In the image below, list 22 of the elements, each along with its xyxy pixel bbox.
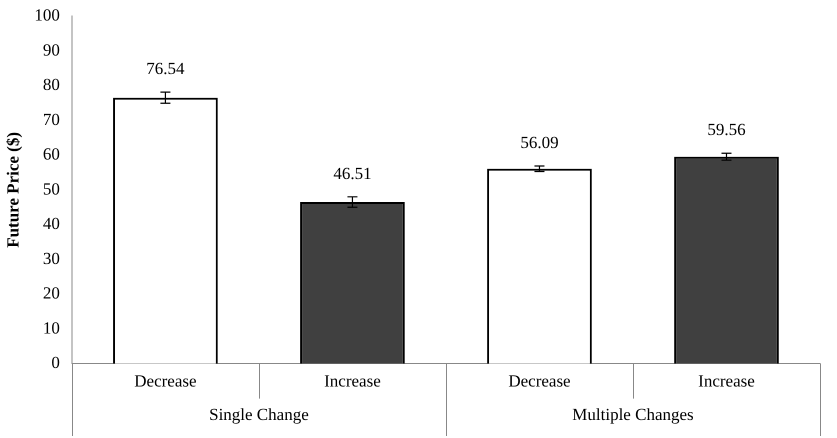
x-tick-label: Decrease	[508, 371, 571, 390]
y-tick-label: 50	[42, 179, 60, 198]
x-tick-label: Decrease	[134, 371, 197, 390]
y-axis-title: Future Price ($)	[4, 132, 23, 248]
y-tick-label: 80	[42, 75, 60, 94]
y-tick-label: 100	[34, 6, 60, 25]
data-label: 46.51	[333, 164, 372, 183]
text: Single Change	[209, 405, 309, 424]
y-tick-label: 70	[42, 110, 60, 129]
data-label: 59.56	[707, 120, 746, 140]
y-tick-label: 10	[42, 318, 60, 338]
y-tick-label: 30	[42, 248, 60, 268]
data-label: 76.54	[146, 59, 186, 78]
y-tick-label: 20	[42, 284, 60, 303]
y-tick-label: 60	[42, 144, 60, 164]
x-tick-label: Increase	[324, 371, 381, 390]
y-tick-label: 40	[42, 214, 60, 234]
data-label: 56.09	[520, 132, 559, 152]
x-tick-label: Increase	[698, 371, 755, 390]
y-tick-label: 0	[51, 353, 60, 372]
text: Multiple Changes	[572, 405, 694, 424]
y-tick-label: 90	[42, 40, 60, 60]
